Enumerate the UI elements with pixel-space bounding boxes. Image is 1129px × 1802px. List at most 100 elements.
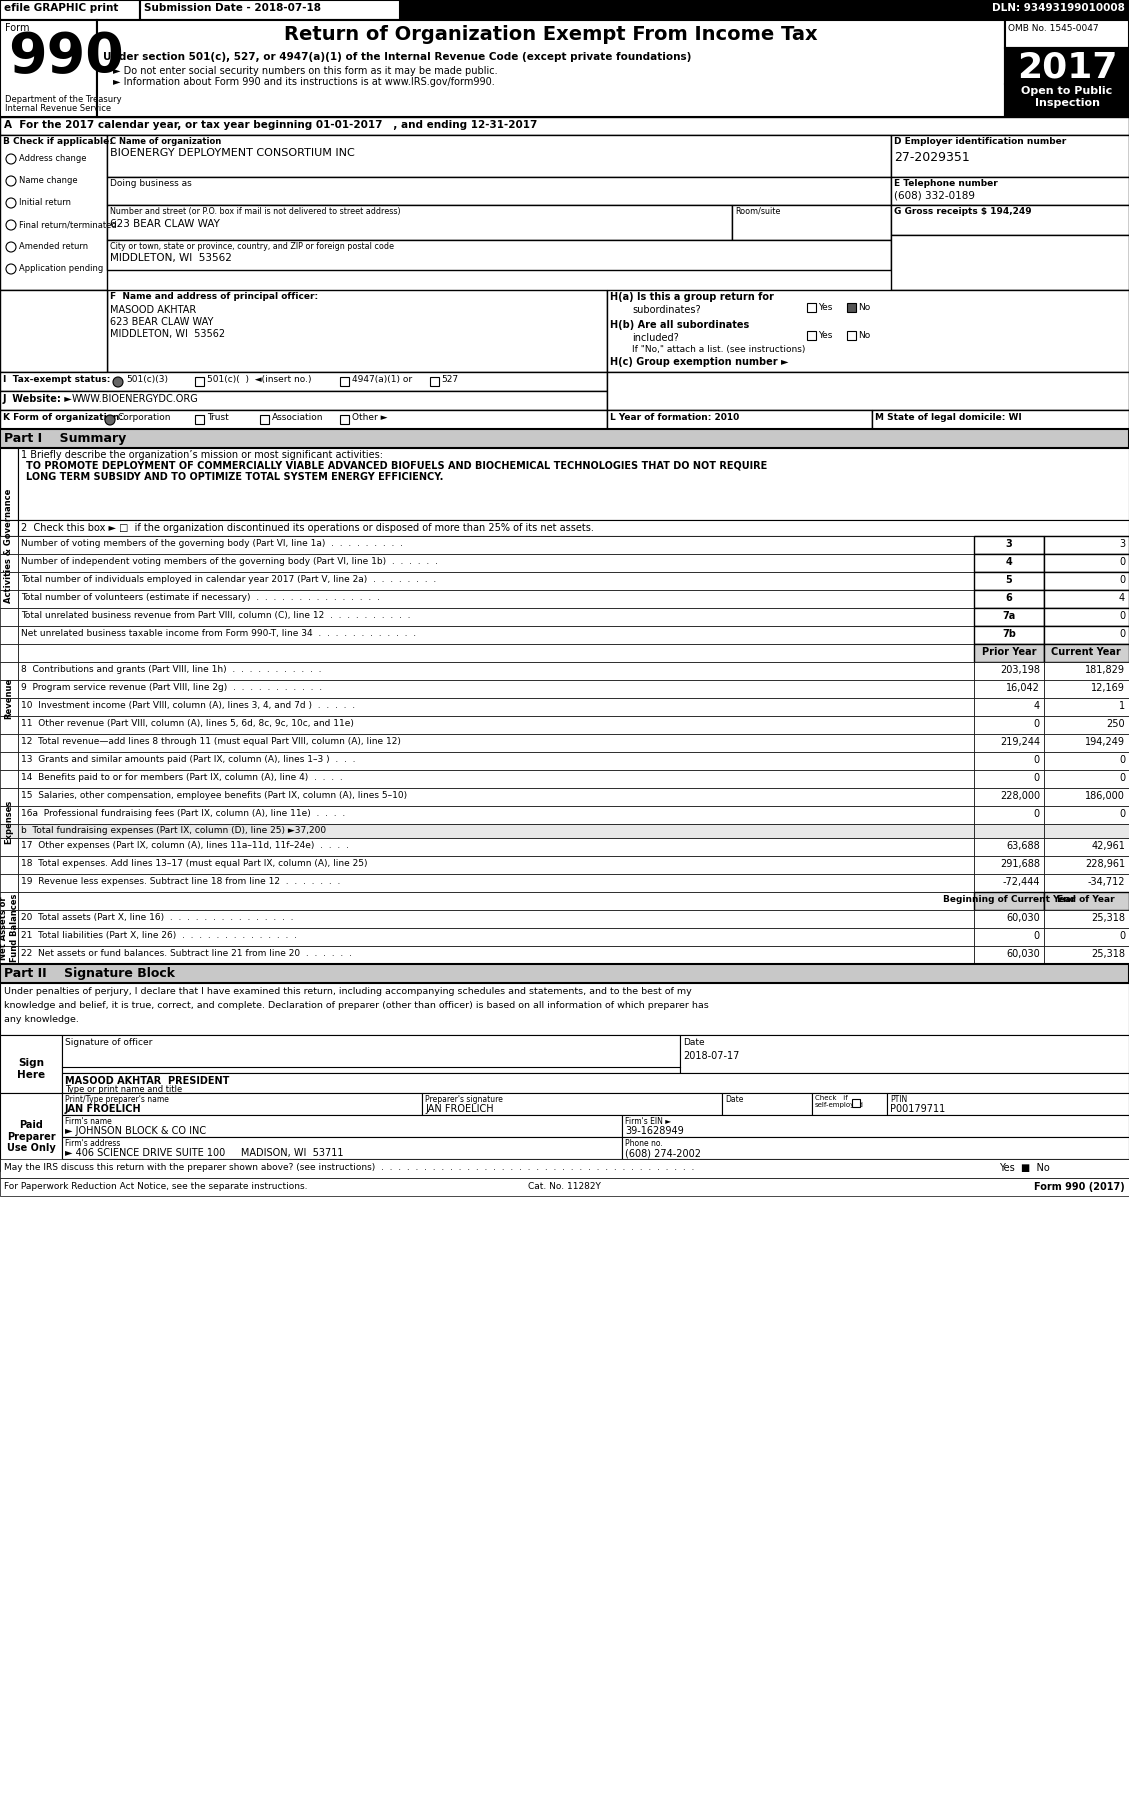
- Text: 0: 0: [1034, 809, 1040, 818]
- Bar: [0, 553, 18, 571]
- Text: 4: 4: [1006, 557, 1013, 568]
- Text: 7b: 7b: [1003, 629, 1016, 640]
- Bar: [18, 535, 974, 553]
- Bar: [62, 1072, 1129, 1094]
- Text: DLN: 93493199010008: DLN: 93493199010008: [992, 4, 1124, 13]
- Text: 1 Briefly describe the organization’s mission or most significant activities:: 1 Briefly describe the organization’s mi…: [21, 450, 383, 460]
- Text: 0: 0: [1119, 809, 1124, 818]
- Text: Beginning of Current Year: Beginning of Current Year: [943, 896, 1075, 905]
- Text: 10  Investment income (Part VIII, column (A), lines 3, 4, and 7d )  .  .  .  .  : 10 Investment income (Part VIII, column …: [21, 701, 356, 710]
- Text: 0: 0: [1119, 629, 1124, 640]
- Text: Phone no.: Phone no.: [625, 1139, 663, 1148]
- Text: 60,030: 60,030: [1006, 914, 1040, 923]
- Text: 39-1628949: 39-1628949: [625, 1126, 684, 1135]
- Text: Number and street (or P.O. box if mail is not delivered to street address): Number and street (or P.O. box if mail i…: [110, 207, 401, 216]
- Text: LONG TERM SUBSIDY AND TO OPTIMIZE TOTAL SYSTEM ENERGY EFFICIENCY.: LONG TERM SUBSIDY AND TO OPTIMIZE TOTAL …: [26, 472, 444, 481]
- Bar: [18, 874, 974, 892]
- Bar: [18, 625, 974, 643]
- Bar: [18, 449, 1129, 521]
- Bar: [62, 1094, 422, 1115]
- Text: Net unrelated business taxable income from Form 990-T, line 34  .  .  .  .  .  .: Net unrelated business taxable income fr…: [21, 629, 417, 638]
- Text: (608) 274-2002: (608) 274-2002: [625, 1148, 701, 1159]
- Bar: [974, 751, 1044, 769]
- Bar: [18, 679, 974, 697]
- Text: Department of the Treasury: Department of the Treasury: [5, 96, 122, 105]
- Text: PTIN: PTIN: [890, 1096, 908, 1105]
- Text: b  Total fundraising expenses (Part IX, column (D), line 25) ►37,200: b Total fundraising expenses (Part IX, c…: [21, 825, 326, 834]
- Bar: [0, 1094, 62, 1171]
- Text: 21  Total liabilities (Part X, line 26)  .  .  .  .  .  .  .  .  .  .  .  .  .  : 21 Total liabilities (Part X, line 26) .…: [21, 932, 297, 941]
- Bar: [974, 928, 1044, 946]
- Bar: [0, 625, 18, 643]
- Text: 186,000: 186,000: [1085, 791, 1124, 802]
- Bar: [1044, 643, 1129, 661]
- Bar: [107, 240, 891, 270]
- Text: MIDDLETON, WI  53562: MIDDLETON, WI 53562: [110, 252, 231, 263]
- Text: 501(c)(  )  ◄(insert no.): 501(c)( ) ◄(insert no.): [207, 375, 312, 384]
- Bar: [430, 377, 439, 386]
- Text: WWW.BIOENERGYDC.ORG: WWW.BIOENERGYDC.ORG: [72, 395, 199, 404]
- Bar: [107, 135, 891, 177]
- Bar: [107, 177, 891, 205]
- Text: 0: 0: [1119, 932, 1124, 941]
- Bar: [0, 964, 1129, 984]
- Bar: [974, 946, 1044, 964]
- Circle shape: [6, 220, 16, 231]
- Text: Prior Year: Prior Year: [982, 647, 1036, 658]
- Bar: [1044, 805, 1129, 824]
- Text: MIDDLETON, WI  53562: MIDDLETON, WI 53562: [110, 330, 225, 339]
- Bar: [1044, 661, 1129, 679]
- Bar: [974, 553, 1044, 571]
- Text: ► JOHNSON BLOCK & CO INC: ► JOHNSON BLOCK & CO INC: [65, 1126, 207, 1135]
- Bar: [1044, 589, 1129, 607]
- Text: TO PROMOTE DEPLOYMENT OF COMMERCIALLY VIABLE ADVANCED BIOFUELS AND BIOCHEMICAL T: TO PROMOTE DEPLOYMENT OF COMMERCIALLY VI…: [26, 461, 768, 470]
- Bar: [974, 910, 1044, 928]
- Bar: [1044, 946, 1129, 964]
- Text: 20  Total assets (Part X, line 16)  .  .  .  .  .  .  .  .  .  .  .  .  .  .  .: 20 Total assets (Part X, line 16) . . . …: [21, 914, 294, 923]
- Bar: [974, 856, 1044, 874]
- Bar: [18, 838, 974, 856]
- Text: 228,000: 228,000: [1000, 791, 1040, 802]
- Text: 2018-07-17: 2018-07-17: [683, 1051, 739, 1061]
- Bar: [680, 1034, 1129, 1072]
- Bar: [18, 589, 974, 607]
- Bar: [107, 205, 732, 240]
- Text: Association: Association: [272, 413, 324, 422]
- Bar: [0, 1034, 62, 1094]
- Bar: [0, 411, 607, 429]
- Text: 181,829: 181,829: [1085, 665, 1124, 676]
- Text: G Gross receipts $ 194,249: G Gross receipts $ 194,249: [894, 207, 1032, 216]
- Bar: [974, 571, 1044, 589]
- Text: May the IRS discuss this return with the preparer shown above? (see instructions: May the IRS discuss this return with the…: [5, 1162, 694, 1171]
- Text: No: No: [858, 303, 870, 312]
- Text: Date: Date: [683, 1038, 704, 1047]
- Text: 12,169: 12,169: [1091, 683, 1124, 694]
- Bar: [974, 787, 1044, 805]
- Bar: [340, 377, 349, 386]
- Text: J  Website: ►: J Website: ►: [3, 395, 72, 404]
- Text: M State of legal domicile: WI: M State of legal domicile: WI: [875, 413, 1022, 422]
- Text: Corporation: Corporation: [119, 413, 172, 422]
- Bar: [18, 643, 974, 661]
- Bar: [1044, 824, 1129, 838]
- Text: Signature of officer: Signature of officer: [65, 1038, 152, 1047]
- Bar: [18, 697, 974, 715]
- Bar: [18, 946, 974, 964]
- Text: Submission Date - 2018-07-18: Submission Date - 2018-07-18: [145, 4, 321, 13]
- Bar: [974, 715, 1044, 733]
- Text: OMB No. 1545-0047: OMB No. 1545-0047: [1008, 23, 1099, 32]
- Bar: [887, 1094, 1129, 1115]
- Text: Amended return: Amended return: [19, 241, 88, 250]
- Bar: [1044, 910, 1129, 928]
- Text: 14  Benefits paid to or for members (Part IX, column (A), line 4)  .  .  .  .: 14 Benefits paid to or for members (Part…: [21, 773, 343, 782]
- Bar: [847, 332, 856, 341]
- Bar: [0, 824, 18, 838]
- Text: 0: 0: [1034, 932, 1040, 941]
- Text: 219,244: 219,244: [1000, 737, 1040, 748]
- Text: included?: included?: [632, 333, 679, 342]
- Text: 60,030: 60,030: [1006, 950, 1040, 959]
- Text: 16,042: 16,042: [1006, 683, 1040, 694]
- Text: Current Year: Current Year: [1051, 647, 1121, 658]
- Text: Activities & Governance: Activities & Governance: [5, 488, 14, 604]
- Bar: [0, 715, 18, 733]
